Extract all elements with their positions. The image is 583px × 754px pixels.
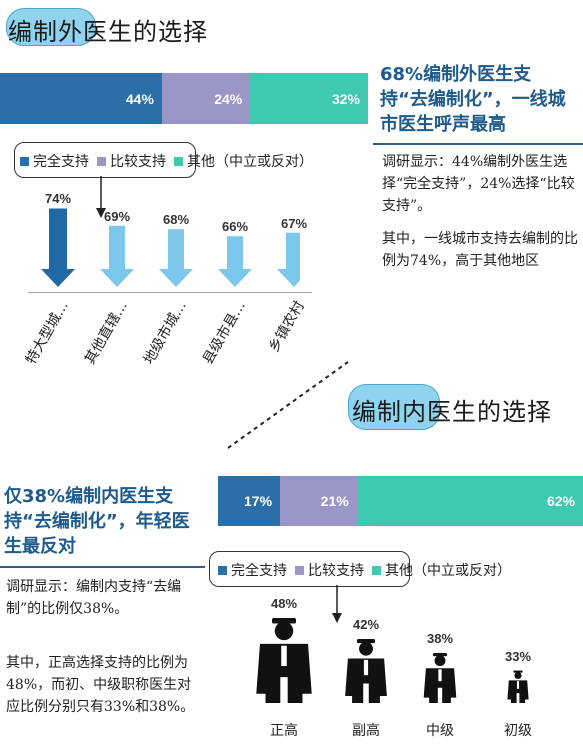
legend-label: 完全支持 (33, 154, 89, 170)
section-title-pill-inside (348, 384, 440, 430)
region-value-label: 67% (280, 215, 308, 231)
region-arrow-bar (100, 225, 134, 287)
legend-label: 完全支持 (231, 563, 287, 579)
paragraph-inside-2: 其中，正高选择支持的比例为48%，而初、中级职称医生对应比例分别只有33%和38… (6, 655, 195, 715)
region-value-label: 69% (103, 208, 131, 224)
arrow-chart-region (41, 208, 300, 287)
title-category-label: 中级 (426, 723, 454, 739)
legend-swatch (218, 565, 227, 575)
legend-outside: 完全支持 比较支持 其他（中立或反对） (20, 151, 321, 171)
legend-item: 完全支持 (20, 151, 89, 171)
legend-pointer-outside (96, 176, 106, 218)
paragraph-inside-1: 调研显示：编制内支持“去编制”的比例仅38%。 (6, 579, 182, 617)
headline-outside: 68%编制外医生支持“去编制化”，一线城市医生呼声最高 (380, 64, 566, 135)
doctor-figure-bar (345, 639, 387, 703)
stack-segment: 24% (161, 73, 251, 124)
divider-inside (0, 566, 205, 568)
section-title-outside: 编制外医生的选择 (8, 12, 208, 47)
section-title-prefix: 编制内 (352, 398, 427, 426)
legend-item: 比较支持 (295, 560, 364, 580)
doctor-figure-bar (507, 670, 529, 703)
section-title-pill-outside (6, 8, 96, 46)
region-value-label: 66% (221, 219, 249, 235)
region-arrow-bar (159, 229, 193, 287)
section-title-inside: 编制内医生的选择 (352, 392, 552, 427)
region-value-label: 74% (44, 191, 72, 207)
legend-item: 比较支持 (97, 151, 166, 171)
legend-item: 其他（中立或反对） (174, 151, 313, 171)
region-arrow-bar (218, 236, 252, 287)
legend-swatch (97, 156, 106, 166)
legend-label: 比较支持 (110, 154, 166, 170)
stack-segment: 32% (250, 73, 368, 124)
divider-outside (373, 143, 583, 145)
stack-segment: 44% (0, 73, 162, 124)
title-value-label: 38% (426, 631, 454, 646)
stacked-bar-inside: 17% 21% 62% (218, 476, 583, 526)
title-category-label: 初级 (504, 723, 532, 739)
paragraph-outside-2: 其中，一线城市支持去编制的比例为74%，高于其他地区 (382, 231, 578, 269)
legend-label: 其他（中立或反对） (187, 154, 313, 170)
legend-item: 其他（中立或反对） (372, 560, 511, 580)
title-value-label: 33% (504, 648, 532, 664)
paragraph-outside-1: 调研显示：44%编制外医生选择“完全支持”，24%选择“比较支持”。 (382, 154, 575, 214)
doctor-figure-chart (256, 618, 529, 703)
legend-swatch (295, 565, 304, 575)
legend-label: 其他（中立或反对） (385, 563, 511, 579)
legend-label: 比较支持 (308, 563, 364, 579)
region-arrow-bar (41, 208, 75, 287)
legend-pointer-inside (332, 585, 342, 623)
stacked-bar-outside: 44% 24% 32% (0, 73, 368, 124)
legend-swatch (20, 156, 29, 166)
stack-segment: 62% (356, 476, 583, 526)
legend-swatch (372, 565, 381, 575)
title-value-label: 42% (352, 617, 380, 632)
legend-inside: 完全支持 比较支持 其他（中立或反对） (218, 560, 519, 580)
stack-segment: 17% (218, 476, 281, 526)
section-title-prefix: 编制外 (8, 18, 83, 46)
doctor-figure-bar (423, 653, 457, 703)
region-category-label: 乡镇农村 (265, 298, 308, 355)
title-category-label: 副高 (352, 723, 380, 739)
title-category-label: 正高 (270, 723, 298, 739)
legend-swatch (174, 156, 183, 166)
doctor-figure-bar (256, 618, 312, 703)
section-title-suffix: 医生的选择 (427, 398, 552, 426)
headline-inside: 仅38%编制内医生支持“去编制化”，年轻医生最反对 (4, 486, 190, 557)
legend-item: 完全支持 (218, 560, 287, 580)
region-arrow-bar (277, 232, 300, 287)
axis-line-region (28, 292, 312, 293)
title-value-label: 48% (270, 596, 298, 611)
section-title-suffix: 医生的选择 (83, 18, 208, 46)
region-value-label: 68% (162, 212, 190, 228)
stack-segment: 21% (280, 476, 357, 526)
